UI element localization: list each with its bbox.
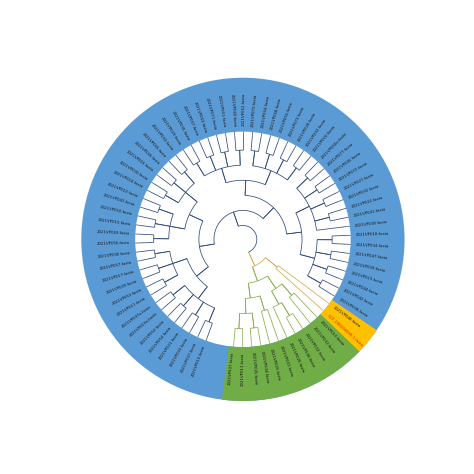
Text: 2021VP035.fasta: 2021VP035.fasta <box>171 110 190 141</box>
Text: 2021VP045.fasta: 2021VP045.fasta <box>333 151 362 174</box>
Text: 2021VP057.fasta: 2021VP057.fasta <box>100 260 133 271</box>
Text: 2021VP054.fasta: 2021VP054.fasta <box>148 325 173 354</box>
Text: 2021VP060.fasta: 2021VP060.fasta <box>229 93 236 127</box>
Text: 2021VP030.fasta: 2021VP030.fasta <box>118 160 148 181</box>
Circle shape <box>82 78 404 401</box>
Text: 2021VP039.fasta: 2021VP039.fasta <box>353 262 386 273</box>
Text: 2021VP053.fasta: 2021VP053.fasta <box>111 288 143 306</box>
Text: 2021VP071.fasta: 2021VP071.fasta <box>205 97 217 130</box>
Text: 2021VP015.fasta: 2021VP015.fasta <box>98 218 131 226</box>
Text: 2021VP018.fasta: 2021VP018.fasta <box>356 232 389 237</box>
Text: 2021VP067.fasta: 2021VP067.fasta <box>182 105 199 137</box>
Text: 2021VP047.fasta: 2021VP047.fasta <box>355 252 388 261</box>
Text: 2021VP058.fasta: 2021VP058.fasta <box>98 251 131 259</box>
Wedge shape <box>320 300 377 352</box>
Text: 2021VP046.fasta: 2021VP046.fasta <box>332 305 361 328</box>
Text: 2021VP042.fasta: 2021VP042.fasta <box>343 289 374 308</box>
Text: 2021VP069.fasta: 2021VP069.fasta <box>97 230 130 236</box>
Text: 2021VP013a.fasta: 2021VP013a.fasta <box>129 312 159 338</box>
Text: 2021VP029.fasta: 2021VP029.fasta <box>160 117 182 146</box>
Text: 2021VP049.fasta: 2021VP049.fasta <box>355 219 388 228</box>
Text: 2021VP063.fasta: 2021VP063.fasta <box>193 100 208 133</box>
Text: 2021VP056.fasta: 2021VP056.fasta <box>97 241 130 246</box>
Text: 2021VP027.fasta: 2021VP027.fasta <box>343 173 375 191</box>
Text: 2021VP072.fasta: 2021VP072.fasta <box>338 162 369 182</box>
Text: 2021VP055.fasta: 2021VP055.fasta <box>279 101 294 134</box>
Text: 2021VP064.fasta: 2021VP064.fasta <box>261 95 271 128</box>
Text: 2021VP002.fasta: 2021VP002.fasta <box>304 332 326 362</box>
Text: 2021VP008.fasta: 2021VP008.fasta <box>338 297 368 318</box>
Text: 2021VP041.fasta: 2021VP041.fasta <box>353 207 386 218</box>
Text: 2021VP065.fasta: 2021VP065.fasta <box>141 132 167 159</box>
Text: 2021VP050.fasta: 2021VP050.fasta <box>100 206 133 217</box>
Text: 2021VP013.fasta: 2021VP013.fasta <box>241 352 245 386</box>
Text: 2021VP043.fasta: 2021VP043.fasta <box>103 193 136 207</box>
Text: 2021VP061.fasta: 2021VP061.fasta <box>217 95 227 128</box>
Text: 2021VP019.fasta: 2021VP019.fasta <box>191 345 206 378</box>
Text: 2021VP025.fasta: 2021VP025.fasta <box>269 348 281 382</box>
Text: 2021VP009.fasta: 2021VP009.fasta <box>106 279 138 295</box>
Text: 2021VP037.fasta: 2021VP037.fasta <box>180 341 197 373</box>
Text: 2021VP007.fasta: 2021VP007.fasta <box>228 352 235 385</box>
Text: 2021VP020.fasta: 2021VP020.fasta <box>313 125 337 153</box>
Wedge shape <box>222 314 359 401</box>
Text: 2021VP005.fasta: 2021VP005.fasta <box>250 352 257 385</box>
Text: 2021VP021.fasta: 2021VP021.fasta <box>158 331 181 361</box>
Text: 2021VP012.fasta: 2021VP012.fasta <box>107 182 139 198</box>
Text: 2021VP006.fasta: 2021VP006.fasta <box>296 337 316 368</box>
Text: 2021VP052.fasta: 2021VP052.fasta <box>139 319 165 346</box>
Text: 2021VP016.fasta: 2021VP016.fasta <box>125 150 154 173</box>
Text: 2021VP062.fasta: 2021VP062.fasta <box>242 93 246 127</box>
Text: 2021VP047a.fasta: 2021VP047a.fasta <box>121 304 153 328</box>
Text: 2021VP044.fasta: 2021VP044.fasta <box>347 280 379 296</box>
Text: 2021VP031.fasta: 2021VP031.fasta <box>278 346 293 378</box>
Text: 2021VP011.fasta: 2021VP011.fasta <box>117 296 147 317</box>
Text: 2021VP066.fasta: 2021VP066.fasta <box>133 141 160 165</box>
Text: 2021VP070.fasta: 2021VP070.fasta <box>251 93 258 127</box>
Circle shape <box>135 132 351 347</box>
Text: 2021VP001.fasta: 2021VP001.fasta <box>312 326 336 355</box>
Text: 2021VP003.fasta: 2021VP003.fasta <box>150 124 174 152</box>
Text: 2021VP022.fasta: 2021VP022.fasta <box>350 195 383 209</box>
Text: 2021VP068.fasta: 2021VP068.fasta <box>270 98 283 131</box>
Text: 2021VP202.fasta: 2021VP202.fasta <box>305 118 327 147</box>
Text: 2021VP050a.fasta: 2021VP050a.fasta <box>320 131 348 160</box>
Text: 2021VP014.fasta: 2021VP014.fasta <box>112 171 143 190</box>
Text: GCF_000196095.1.fasta: GCF_000196095.1.fasta <box>326 313 364 347</box>
Text: 2021VP034.fasta: 2021VP034.fasta <box>356 243 389 248</box>
Text: 2021VP033.fasta: 2021VP033.fasta <box>169 337 189 367</box>
Text: 2021VP032.fasta: 2021VP032.fasta <box>347 183 380 200</box>
Text: 2021VP073.fasta: 2021VP073.fasta <box>288 106 306 137</box>
Text: 2021VP026.fasta: 2021VP026.fasta <box>287 342 305 374</box>
Text: 2021VP023.fasta: 2021VP023.fasta <box>350 271 383 285</box>
Text: 2021VP010.fasta: 2021VP010.fasta <box>319 320 345 347</box>
Text: 2021VP004.fasta: 2021VP004.fasta <box>260 350 269 384</box>
Text: 2021VP077.fasta: 2021VP077.fasta <box>327 142 355 167</box>
Text: 2021VP028.fasta: 2021VP028.fasta <box>297 111 317 142</box>
Text: 2021VP017.fasta: 2021VP017.fasta <box>102 270 135 283</box>
